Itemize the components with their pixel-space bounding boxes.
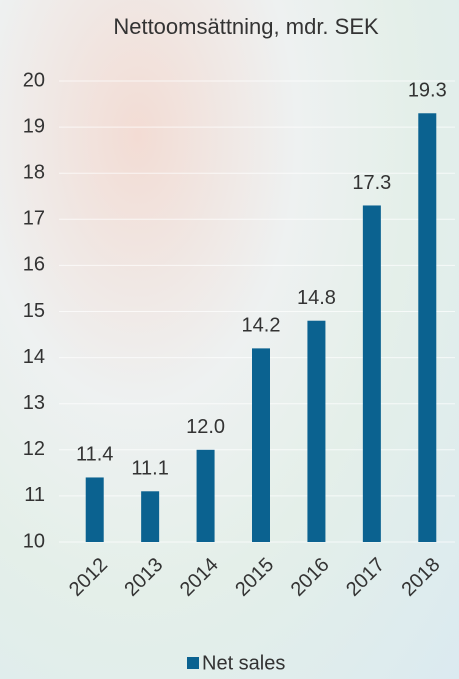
legend-swatch (187, 657, 199, 669)
data-label: 14.2 (242, 315, 281, 337)
bar (307, 320, 326, 542)
x-tick-label: 2014 (176, 554, 223, 601)
bar (141, 491, 160, 542)
y-tick-label: 17 (23, 208, 45, 230)
y-tick-label: 20 (23, 69, 45, 91)
y-tick-label: 12 (23, 438, 45, 460)
x-tick-label: 2012 (65, 554, 112, 601)
x-tick-label: 2015 (231, 554, 278, 601)
legend-label: Net sales (202, 652, 285, 674)
x-tick-label: 2013 (120, 554, 167, 601)
data-label: 11.4 (76, 444, 113, 466)
bar (196, 449, 215, 542)
bar (362, 205, 381, 542)
bar (418, 113, 437, 543)
y-tick-label: 16 (23, 254, 45, 276)
data-label: 14.8 (297, 287, 336, 309)
bar (85, 477, 104, 542)
data-label: 17.3 (352, 172, 391, 194)
y-tick-label: 10 (23, 530, 45, 552)
x-tick-label: 2016 (287, 554, 334, 601)
y-tick-label: 15 (23, 300, 45, 322)
y-tick-label: 14 (23, 346, 45, 368)
x-tick-label: 2017 (342, 554, 389, 601)
y-tick-label: 19 (23, 115, 45, 137)
chart-title: Nettoomsättning, mdr. SEK (113, 14, 379, 39)
data-label: 19.3 (408, 80, 447, 102)
x-tick-label: 2018 (398, 554, 445, 601)
bar (252, 348, 270, 542)
data-label: 12.0 (186, 416, 225, 438)
y-tick-label: 11 (24, 484, 45, 506)
y-tick-label: 13 (23, 392, 45, 414)
data-label: 11.1 (131, 458, 168, 480)
y-tick-label: 18 (23, 161, 45, 183)
